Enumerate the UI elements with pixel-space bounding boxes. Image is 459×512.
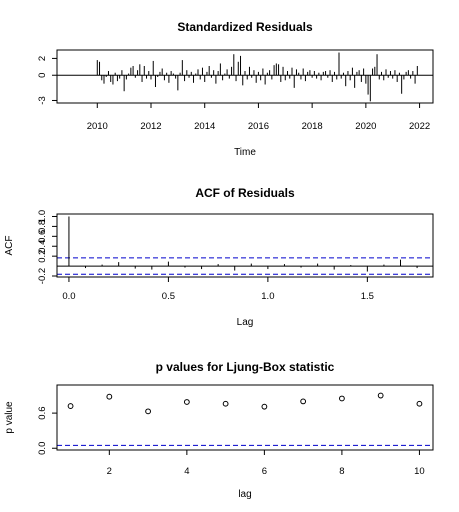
x-tick-label: 2012 (140, 121, 161, 132)
pvalue-point (67, 403, 74, 409)
x-tick-label: 2018 (302, 121, 323, 132)
plot-frame (56, 49, 434, 104)
pvalue-point (261, 403, 268, 410)
y-tick-label: 2 (37, 56, 48, 61)
x-tick-label: 0.0 (62, 291, 75, 302)
pvalue-point (222, 400, 229, 407)
y-tick-label: 0.8 (37, 220, 48, 233)
x-axis-label: lag (238, 489, 251, 500)
y-tick-label: 1.0 (37, 210, 48, 223)
x-axis-label: Lag (237, 317, 254, 328)
x-tick-label: 2020 (355, 121, 376, 132)
plot-frame (56, 384, 434, 451)
y-tick-label: 0.6 (37, 230, 48, 243)
x-tick-label: 6 (262, 466, 267, 477)
x-tick-label: 1.5 (361, 291, 374, 302)
x-tick-label: 4 (184, 466, 189, 477)
y-tick-label: -0.2 (37, 268, 48, 284)
panel-3: p values for Ljung-Box statistic 2 4 6 8 10 0.… (4, 360, 434, 500)
x-tick-label: 10 (414, 466, 425, 477)
y-axis-label: p value (4, 401, 15, 434)
x-axis-label: Time (234, 147, 256, 158)
x-tick-label: 2014 (194, 121, 215, 132)
pvalue-point (339, 395, 345, 402)
pvalue-point (183, 399, 190, 405)
x-tick-label: 1.0 (261, 291, 274, 302)
x-tick-label: 2 (107, 466, 112, 477)
y-axis-label: ACF (4, 236, 15, 256)
pvalue-point (300, 398, 307, 405)
y-tick-label: 0.2 (37, 250, 48, 263)
pvalue-point (106, 393, 113, 400)
x-tick-label: 0.5 (162, 291, 175, 302)
chart-title: Standardized Residuals (177, 20, 313, 34)
x-tick-label: 2010 (87, 121, 108, 132)
pvalue-point (377, 392, 384, 399)
chart-title: ACF of Residuals (195, 186, 295, 200)
y-tick-label: 0 (37, 73, 48, 78)
x-tick-label: 8 (339, 466, 344, 477)
y-tick-label: 0.6 (37, 406, 48, 419)
x-tick-label: 2016 (248, 121, 269, 132)
plot-frame (56, 213, 434, 278)
chart-title: p values for Ljung-Box statistic (156, 360, 335, 374)
x-tick-label: 2022 (409, 121, 430, 132)
y-tick-label: 0.0 (37, 442, 48, 455)
y-tick-label: 0.4 (37, 240, 48, 253)
pvalue-point (416, 400, 423, 407)
y-tick-label: -3 (37, 96, 48, 104)
pvalue-point (145, 408, 151, 415)
